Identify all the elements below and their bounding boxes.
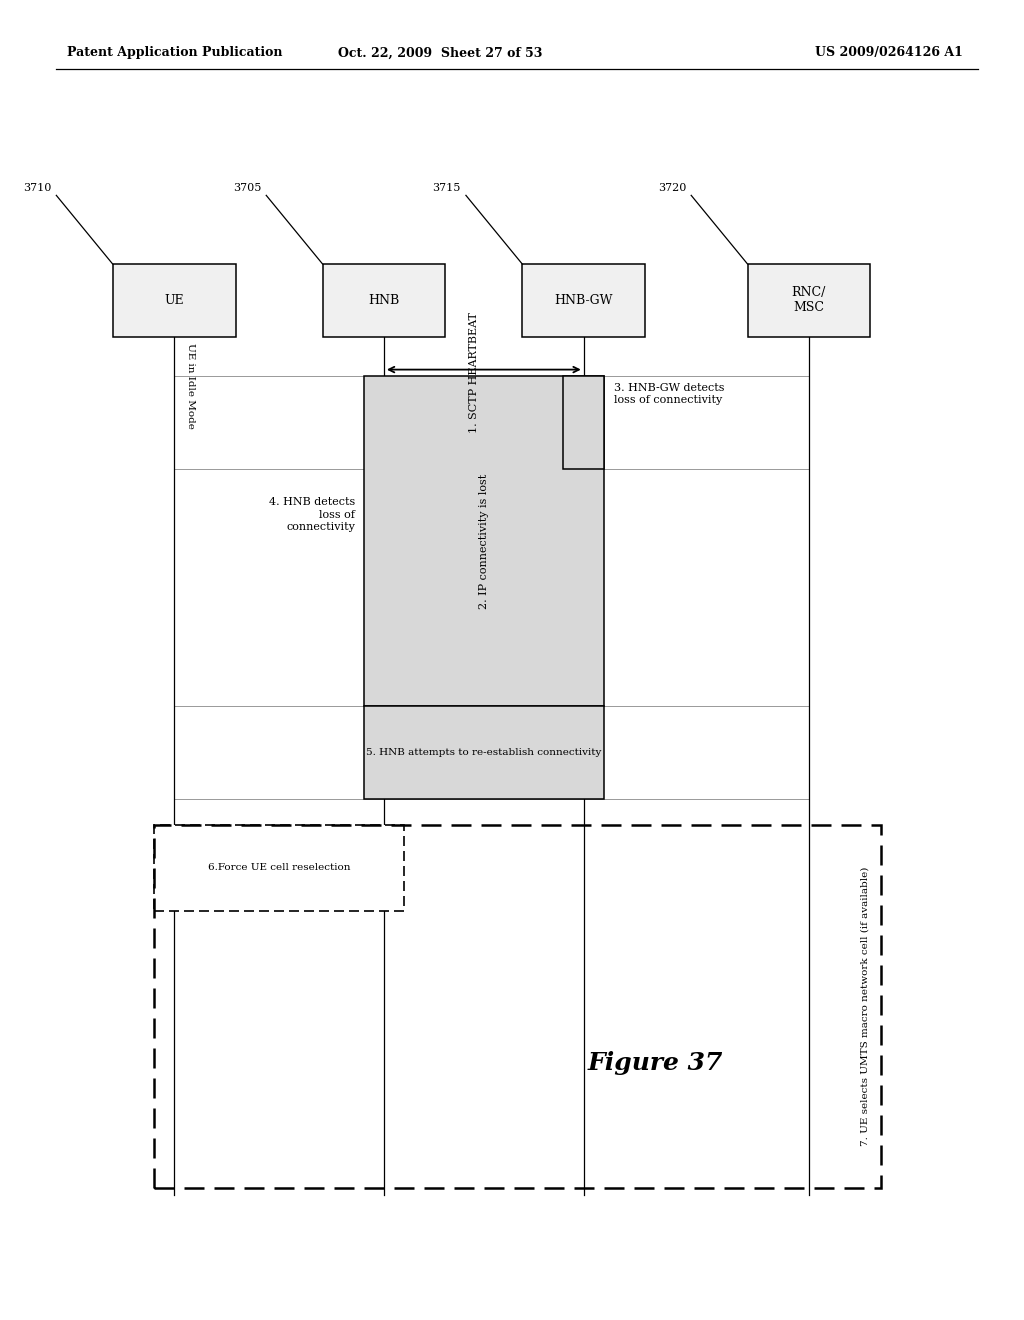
Text: US 2009/0264126 A1: US 2009/0264126 A1 <box>815 46 963 59</box>
Bar <box>364 706 604 799</box>
Text: 3720: 3720 <box>657 182 686 193</box>
Text: Oct. 22, 2009  Sheet 27 of 53: Oct. 22, 2009 Sheet 27 of 53 <box>338 46 543 59</box>
Text: UE: UE <box>164 294 184 306</box>
Text: 3. HNB-GW detects
loss of connectivity: 3. HNB-GW detects loss of connectivity <box>614 383 725 405</box>
Bar <box>323 264 445 337</box>
Text: 3705: 3705 <box>232 182 261 193</box>
Text: 2. IP connectivity is lost: 2. IP connectivity is lost <box>479 474 488 609</box>
Text: 3710: 3710 <box>23 182 51 193</box>
Text: 1. SCTP HEARTBEAT: 1. SCTP HEARTBEAT <box>469 313 478 433</box>
Text: HNB-GW: HNB-GW <box>554 294 613 306</box>
Bar <box>748 264 870 337</box>
Text: 4. HNB detects
loss of
connectivity: 4. HNB detects loss of connectivity <box>269 498 355 532</box>
Text: 6.Force UE cell reselection: 6.Force UE cell reselection <box>208 863 350 873</box>
Text: 3715: 3715 <box>432 182 461 193</box>
Text: UE in Idle Mode: UE in Idle Mode <box>186 343 196 429</box>
Bar <box>154 825 404 911</box>
Text: 5. HNB attempts to re-establish connectivity: 5. HNB attempts to re-establish connecti… <box>367 748 601 756</box>
Bar <box>364 376 604 706</box>
Bar <box>154 825 881 1188</box>
Text: Patent Application Publication: Patent Application Publication <box>67 46 282 59</box>
Text: RNC/
MSC: RNC/ MSC <box>792 286 826 314</box>
Bar <box>522 264 645 337</box>
Bar <box>563 376 604 469</box>
Text: 7. UE selects UMTS macro network cell (if available): 7. UE selects UMTS macro network cell (i… <box>861 867 869 1146</box>
Bar <box>113 264 236 337</box>
Text: HNB: HNB <box>369 294 399 306</box>
Text: Figure 37: Figure 37 <box>588 1051 723 1074</box>
